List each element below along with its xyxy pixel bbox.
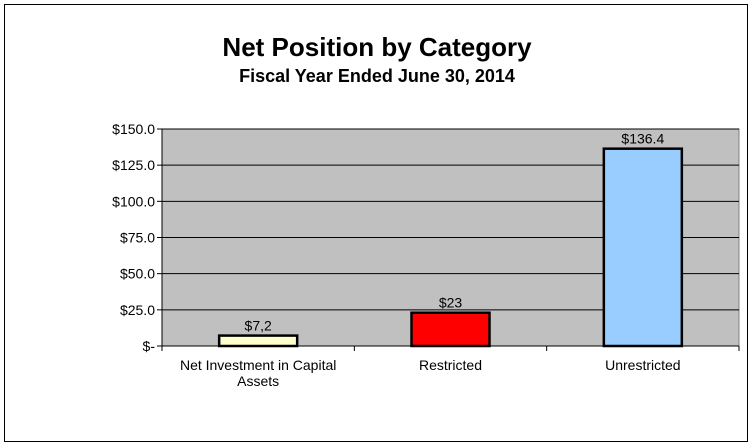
y-tick-label: $150.0 — [112, 121, 155, 137]
y-tick-label: $25.0 — [120, 302, 155, 318]
x-tick-label: Unrestricted — [605, 357, 680, 373]
bar — [410, 311, 491, 348]
data-label: $23 — [439, 295, 463, 311]
bar — [217, 334, 299, 348]
chart-title: Net Position by Category — [222, 32, 532, 62]
y-tick-label: $50.0 — [120, 266, 155, 282]
bar — [602, 147, 684, 348]
x-tick-label: Net Investment in Capital Assets — [180, 357, 336, 389]
y-tick-label: $125.0 — [112, 157, 155, 173]
data-label: $7,2 — [245, 318, 272, 334]
chart-subtitle: Fiscal Year Ended June 30, 2014 — [239, 66, 515, 86]
y-tick-label: $75.0 — [120, 230, 155, 246]
x-tick-label: Restricted — [419, 357, 482, 373]
y-tick-label: $- — [143, 338, 156, 354]
y-tick-label: $100.0 — [112, 193, 155, 209]
data-label: $136.4 — [621, 131, 664, 147]
